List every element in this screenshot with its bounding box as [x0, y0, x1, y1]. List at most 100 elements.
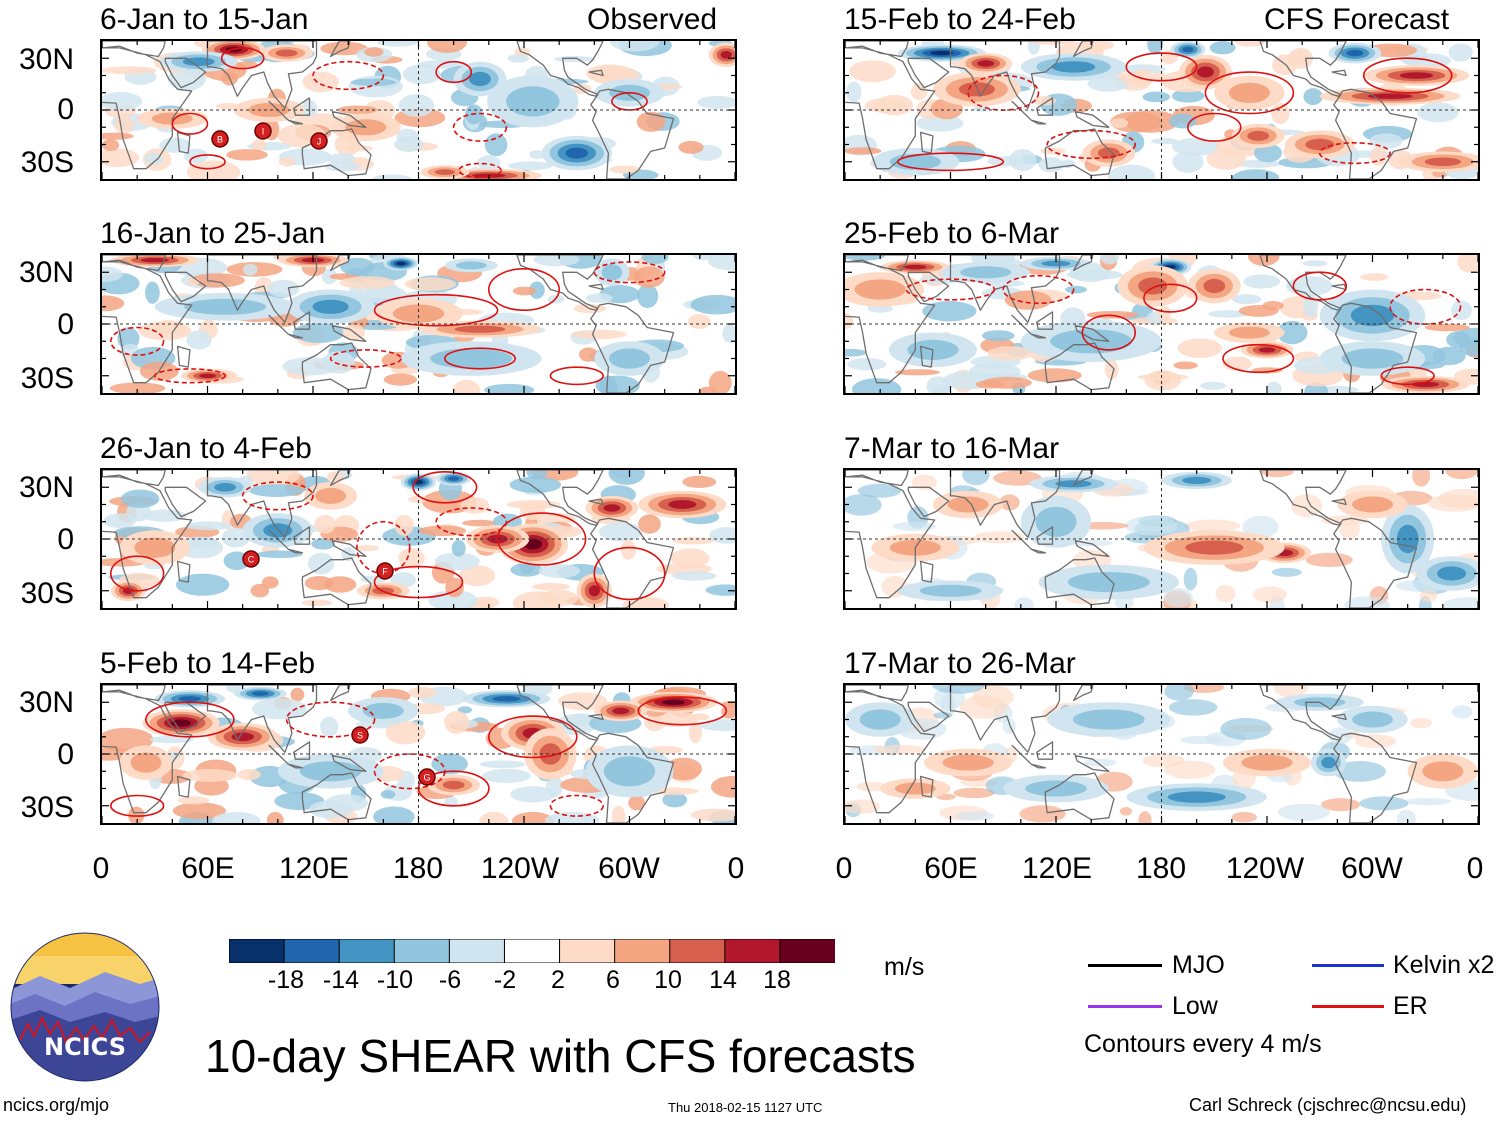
shear-anomaly-blob — [1151, 138, 1179, 145]
storm-marker-icon: B — [211, 130, 229, 153]
shear-anomaly-blob — [459, 565, 496, 587]
colorbar-swatch — [669, 938, 726, 964]
er-contour — [153, 368, 226, 384]
shear-anomaly-blob — [532, 582, 570, 591]
shear-anomaly-blob — [708, 255, 735, 271]
shear-anomaly-blob — [102, 148, 139, 167]
shear-anomaly-feature — [214, 483, 236, 492]
er-contour — [329, 349, 402, 368]
shear-anomaly-blob — [428, 590, 478, 608]
shear-anomaly-blob — [1234, 41, 1266, 47]
shear-anomaly-blob — [320, 716, 339, 737]
shear-anomaly-blob — [261, 576, 279, 589]
shear-anomaly-blob — [102, 132, 134, 140]
shear-anomaly-blob — [1120, 72, 1149, 84]
shear-anomaly-blob — [688, 721, 703, 743]
shear-anomaly-blob — [1231, 294, 1262, 305]
shear-anomaly-blob — [394, 514, 414, 536]
shear-anomaly-blob — [243, 263, 258, 276]
x-tick-label: 60E — [924, 852, 978, 885]
shear-anomaly-blob — [325, 161, 360, 172]
shear-anomaly-blob — [845, 799, 880, 814]
er-contour — [443, 347, 516, 370]
shear-anomaly-feature — [1346, 49, 1364, 57]
shear-anomaly-blob — [690, 713, 710, 721]
shear-anomaly-blob — [1180, 735, 1223, 744]
shear-anomaly-blob — [167, 67, 206, 91]
shear-anomaly-blob — [1427, 494, 1478, 512]
shear-anomaly-blob — [638, 514, 661, 534]
shear-anomaly-feature — [1228, 82, 1270, 103]
er-contour — [487, 267, 560, 312]
shear-anomaly-blob — [682, 475, 717, 488]
shear-anomaly-feature — [434, 169, 455, 175]
shear-anomaly-blob — [1291, 494, 1323, 518]
shear-anomaly-blob — [1276, 320, 1308, 345]
shear-anomaly-blob — [1183, 567, 1198, 591]
shear-anomaly-blob — [402, 64, 441, 85]
shear-anomaly-blob — [1359, 796, 1409, 811]
shear-anomaly-feature — [1182, 46, 1194, 53]
shear-anomaly-blob — [102, 66, 158, 75]
shear-anomaly-blob — [529, 150, 545, 160]
shear-anomaly-blob — [690, 808, 735, 822]
y-tick-label: 0 — [57, 523, 74, 556]
shear-anomaly-blob — [311, 538, 335, 550]
shear-anomaly-feature — [1025, 780, 1087, 797]
shear-anomaly-blob — [1452, 705, 1473, 719]
legend-label: Kelvin x2 — [1393, 951, 1495, 979]
shear-anomaly-feature — [668, 500, 697, 509]
panel-title: 26-Jan to 4-Feb — [100, 432, 312, 465]
shear-anomaly-blob — [856, 781, 887, 792]
shear-anomaly-blob — [1266, 381, 1282, 393]
shear-anomaly-blob — [1243, 274, 1281, 289]
er-contour — [1143, 283, 1198, 313]
shear-anomaly-blob — [1303, 88, 1323, 106]
shear-anomaly-blob — [372, 174, 412, 179]
shear-anomaly-blob — [1417, 102, 1459, 123]
shear-anomaly-feature — [1247, 130, 1270, 141]
y-tick-label: 0 — [57, 738, 74, 771]
shear-anomaly-blob — [1014, 597, 1034, 608]
shear-anomaly-blob — [145, 281, 160, 304]
shear-anomaly-blob — [408, 686, 436, 699]
shear-anomaly-blob — [1083, 758, 1117, 767]
x-tick-label: 120E — [278, 852, 350, 885]
shear-anomaly-blob — [974, 531, 1025, 544]
shear-anomaly-blob — [477, 155, 501, 170]
shear-anomaly-blob — [1396, 809, 1416, 823]
shear-anomaly-blob — [1169, 699, 1218, 716]
shear-anomaly-blob — [558, 692, 608, 711]
map-panel — [843, 683, 1480, 825]
shear-anomaly-blob — [1169, 113, 1197, 129]
map-panel — [843, 39, 1480, 181]
shear-anomaly-blob — [364, 47, 384, 57]
shear-anomaly-blob — [1147, 41, 1163, 55]
shear-anomaly-feature — [1241, 754, 1293, 771]
y-tick-label: 30S — [20, 791, 74, 824]
shear-anomaly-feature — [263, 523, 293, 538]
panel-title: 5-Feb to 14-Feb — [100, 647, 316, 680]
shear-anomaly-blob — [641, 255, 669, 264]
shear-anomaly-blob — [633, 266, 665, 288]
storm-marker-icon: I — [254, 122, 272, 145]
shear-anomaly-blob — [350, 78, 397, 87]
shear-anomaly-blob — [1038, 157, 1064, 173]
observed-label: Observed — [587, 3, 718, 36]
shear-anomaly-blob — [190, 273, 245, 288]
y-tick-label: 30S — [20, 362, 74, 395]
shear-anomaly-feature — [1182, 476, 1212, 484]
shear-anomaly-blob — [529, 281, 545, 299]
shear-anomaly-blob — [636, 111, 666, 132]
shear-anomaly-feature — [1167, 791, 1226, 803]
shear-anomaly-blob — [1019, 805, 1066, 823]
shear-anomaly-feature — [919, 584, 982, 597]
x-tick-label: 180 — [392, 852, 444, 885]
er-contour — [549, 366, 604, 386]
shear-anomaly-feature — [720, 51, 732, 59]
footer-url[interactable]: ncics.org/mjo — [3, 1095, 110, 1115]
shear-anomaly-feature — [469, 71, 491, 87]
x-tick-label: 120E — [1021, 852, 1093, 885]
shear-anomaly-feature — [199, 373, 216, 378]
shear-anomaly-blob — [511, 811, 554, 823]
